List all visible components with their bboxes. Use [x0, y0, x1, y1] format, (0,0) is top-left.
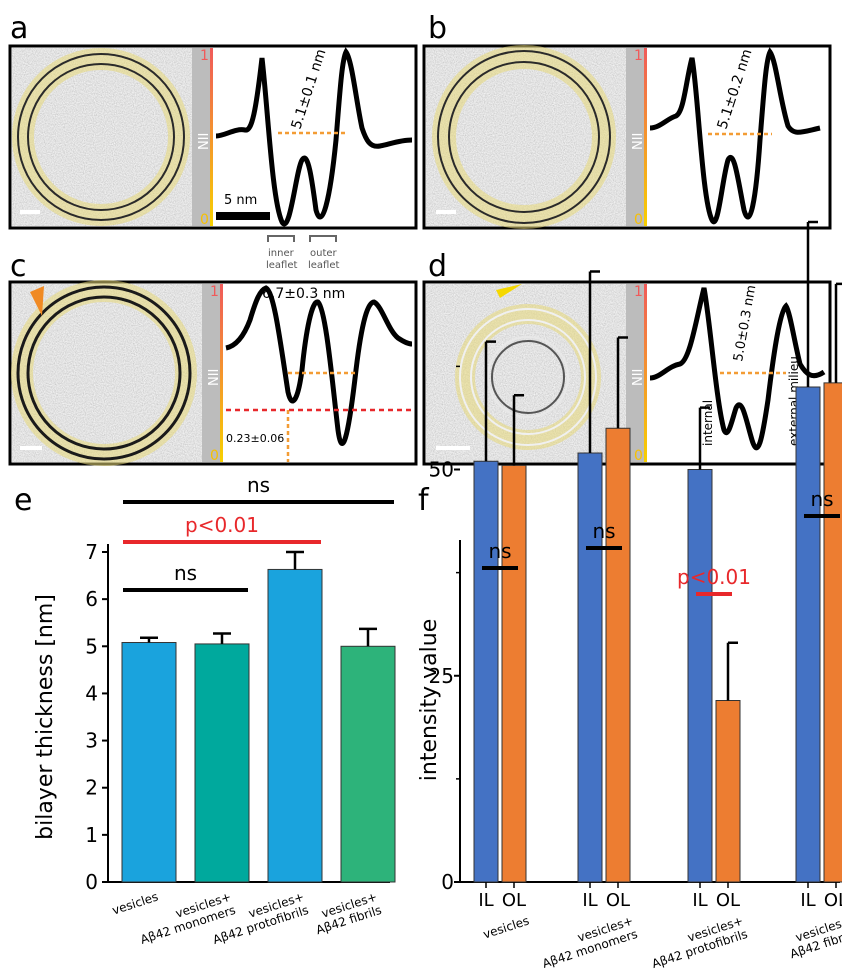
y-tick-label-e: 3	[85, 729, 98, 753]
significance-label-f: ns	[810, 487, 833, 511]
axis-bottom-a: 0	[200, 212, 209, 228]
y-tick-label-f: 50	[429, 458, 454, 482]
thickness-label-c: 6.7±0.3 nm	[262, 286, 345, 302]
profile-curve-d	[649, 287, 826, 451]
y-tick-label-e: 7	[85, 540, 98, 564]
bar-f	[687, 469, 713, 883]
y-axis-label-f: intensity value	[417, 619, 442, 781]
panel-c: c 1 0 NII 6.7±0.3 nm 0.23±0.06	[8, 249, 418, 466]
nii-axis-bar-d	[626, 284, 646, 462]
y-tick-label-e: 4	[85, 681, 98, 705]
bar-e	[267, 568, 323, 883]
axis-top-c: 1	[210, 284, 219, 300]
sublabel-f: IL	[692, 890, 707, 911]
profile-curve-a	[215, 47, 413, 227]
chart-e: e 0 1 2 3 4 5 6 7 bilayer thickness [nm] vesicles…	[14, 473, 396, 947]
nii-axis-bar-b	[626, 48, 646, 226]
significance-label-f: p<0.01	[677, 565, 751, 589]
y-tick-label-e: 1	[85, 823, 98, 847]
y-tick-label-f: 25	[429, 664, 454, 688]
x-tick-label-e: vesicles	[110, 890, 160, 918]
chart-f: f 0 25 50 intensity value IL OL vesicles IL OL ve…	[417, 220, 842, 971]
y-axis-label-e: bilayer thickness [nm]	[33, 594, 58, 840]
panel-letter-b: b	[428, 11, 447, 46]
axis-bottom-c: 0	[210, 448, 219, 464]
x-tick-label-e: vesicles+Aβ42 fibrils	[310, 890, 383, 938]
bar-e	[121, 642, 177, 883]
group-label-f: vesicles+Aβ42 fibrils	[784, 914, 842, 962]
y-tick-label-e: 5	[85, 634, 98, 658]
bar-f	[795, 386, 821, 883]
svg-text:f: f	[418, 483, 430, 518]
y-tick-label-e: 0	[85, 870, 98, 894]
axis-label-a: NII	[197, 133, 212, 150]
scale-bar-a	[216, 212, 270, 220]
internal-label-d: internal	[701, 400, 715, 446]
group-label-f: vesicles	[481, 914, 531, 942]
axis-bottom-b: 0	[634, 212, 643, 228]
bar-f	[501, 464, 527, 883]
bar-f	[577, 452, 603, 883]
nii-axis-bar-a	[192, 48, 212, 226]
bar-f	[473, 460, 499, 883]
bar-f	[605, 427, 631, 883]
sublabel-f: OL	[824, 890, 842, 911]
axis-bottom-d: 0	[634, 448, 643, 464]
bar-f	[715, 700, 741, 883]
axis-label-b: NII	[631, 133, 646, 150]
panel-letter-a: a	[10, 11, 28, 46]
bar-e	[340, 645, 396, 883]
significance-label-f: ns	[488, 539, 511, 563]
significance-label-e: ns	[174, 561, 197, 585]
significance-label-e: ns	[247, 473, 270, 497]
axis-label-c: NII	[207, 369, 222, 386]
panel-b: b 1 0 NII 5.1±0.2 nm	[422, 11, 832, 230]
axis-label-d: NII	[631, 369, 646, 386]
ratio-label-c: 0.23±0.06	[226, 432, 284, 445]
sublabel-f: IL	[478, 890, 493, 911]
sublabel-f: OL	[606, 890, 630, 911]
sublabel-f: OL	[502, 890, 526, 911]
sublabel-f: IL	[800, 890, 815, 911]
svg-text:e: e	[14, 483, 32, 518]
axis-top-a: 1	[200, 48, 209, 64]
panel-letter-c: c	[10, 249, 27, 284]
axis-top-d: 1	[634, 284, 643, 300]
bar-f	[823, 382, 842, 883]
arrowhead-yellow	[496, 284, 522, 298]
y-tick-label-f: 0	[441, 870, 454, 894]
significance-label-e: p<0.01	[185, 513, 259, 537]
group-label-f: vesicles+Aβ42 protofibrils	[646, 914, 749, 971]
panel-a: a 1 0 NII 5.1±0.1 nm 5 nm inner leaflet o…	[8, 11, 418, 271]
leaflet-label-outer: outer leaflet	[308, 248, 340, 271]
scale-label-a: 5 nm	[224, 193, 257, 208]
significance-label-f: ns	[592, 519, 615, 543]
panel-letter-d: d	[428, 249, 447, 284]
arrowhead-orange	[30, 286, 44, 316]
nii-axis-bar-c	[202, 284, 222, 462]
profile-curve-b	[649, 47, 821, 225]
y-tick-label-e: 6	[85, 587, 98, 611]
sublabel-f: OL	[716, 890, 740, 911]
bar-e	[194, 643, 250, 883]
group-label-f: vesicles+Aβ42 monomers	[536, 914, 639, 971]
profile-curve-c	[225, 285, 413, 446]
axis-top-b: 1	[634, 48, 643, 64]
sublabel-f: IL	[582, 890, 597, 911]
y-tick-label-e: 2	[85, 776, 98, 800]
leaflet-label-inner: inner leaflet	[266, 248, 298, 271]
